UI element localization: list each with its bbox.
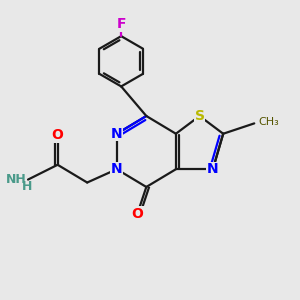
Text: O: O bbox=[52, 128, 64, 142]
Text: NH: NH bbox=[6, 173, 27, 186]
Text: S: S bbox=[195, 109, 205, 123]
Text: F: F bbox=[116, 17, 126, 31]
Text: O: O bbox=[131, 207, 143, 220]
Text: N: N bbox=[111, 162, 123, 176]
Text: N: N bbox=[207, 162, 219, 176]
Text: H: H bbox=[21, 180, 32, 193]
Text: CH₃: CH₃ bbox=[259, 117, 279, 127]
Text: N: N bbox=[111, 127, 123, 141]
